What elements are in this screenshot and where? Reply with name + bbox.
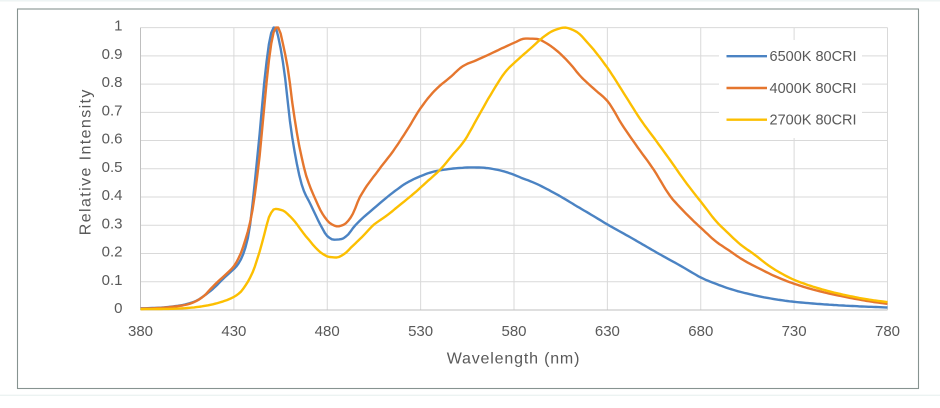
svg-text:Wavelength (nm): Wavelength (nm) (447, 351, 580, 368)
svg-text:2700K 80CRI: 2700K 80CRI (770, 113, 857, 129)
svg-text:580: 580 (501, 323, 526, 340)
svg-text:0.5: 0.5 (102, 159, 123, 176)
svg-text:530: 530 (408, 323, 433, 340)
svg-text:0.1: 0.1 (102, 272, 123, 289)
svg-text:0.4: 0.4 (102, 187, 123, 204)
svg-text:0.8: 0.8 (102, 74, 123, 91)
svg-text:380: 380 (128, 323, 153, 340)
svg-text:0.7: 0.7 (102, 102, 123, 119)
svg-text:730: 730 (782, 323, 807, 340)
svg-text:0.6: 0.6 (102, 131, 123, 148)
svg-text:0.2: 0.2 (102, 244, 123, 261)
svg-text:6500K 80CRI: 6500K 80CRI (770, 49, 857, 65)
svg-text:630: 630 (595, 323, 620, 340)
svg-text:430: 430 (221, 323, 246, 340)
svg-text:0.9: 0.9 (102, 46, 123, 63)
svg-text:1: 1 (114, 18, 122, 35)
svg-text:780: 780 (875, 323, 900, 340)
svg-text:680: 680 (688, 323, 713, 340)
svg-text:480: 480 (315, 323, 340, 340)
svg-text:0: 0 (114, 300, 122, 317)
svg-text:Relative Intensity: Relative Intensity (78, 90, 95, 236)
svg-text:4000K 80CRI: 4000K 80CRI (770, 81, 857, 97)
svg-text:0.3: 0.3 (102, 215, 123, 232)
